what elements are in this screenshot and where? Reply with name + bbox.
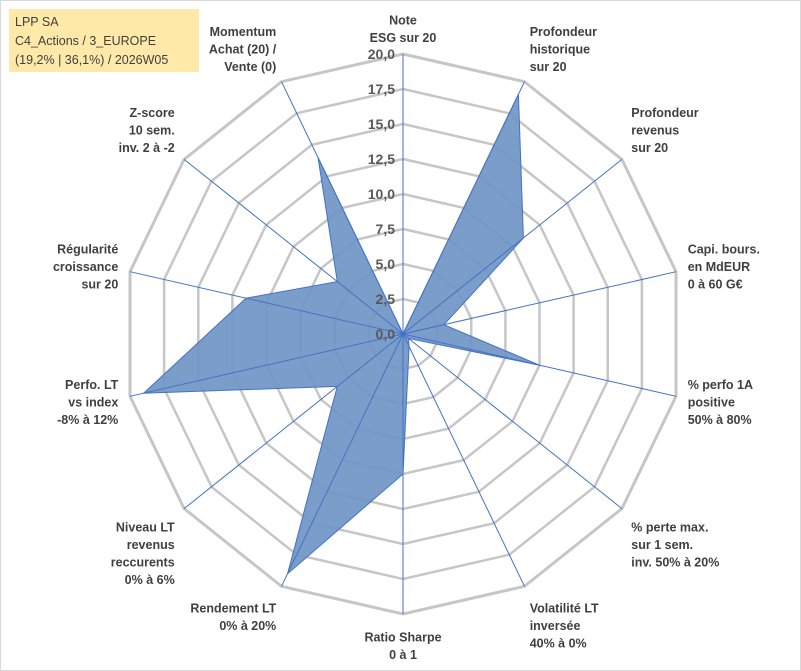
axis-label-line: Régularité — [57, 243, 118, 257]
axis-spoke — [402, 333, 677, 397]
axis-label-line: inv. 2 à -2 — [119, 141, 175, 155]
axis-label-line: reccurents — [111, 556, 175, 570]
axis-label-line: 0 à 60 G€ — [688, 278, 743, 292]
axis-spoke — [402, 333, 623, 509]
axis-label-3: Capi. bours. en MdEUR 0 à 60 G€ — [688, 243, 760, 292]
axis-label-line: Profondeur — [530, 25, 597, 39]
tick-label: 17,5 — [368, 81, 395, 97]
axis-label-10: Perfo. LT vs index -8% à 12% — [57, 378, 119, 427]
axis-label-line: 40% à 0% — [530, 637, 587, 651]
axis-label-line: revenus — [631, 123, 679, 137]
axis-spoke — [402, 159, 623, 335]
spoke-layer — [129, 54, 677, 614]
axis-label-5: % perte max. sur 1 sem. inv. 50% à 20% — [631, 521, 719, 570]
axis-label-4: % perfo 1A positive 50% à 80% — [688, 378, 753, 427]
axis-label-line: 50% à 80% — [688, 413, 752, 427]
axis-label-line: 0% à 6% — [125, 573, 175, 587]
axis-spoke — [402, 271, 677, 335]
title-stats: (19,2% | 36,1%) / 2026W05 — [15, 53, 169, 67]
axis-label-0: Note ESG sur 20 — [370, 14, 437, 46]
axis-spoke — [129, 271, 404, 335]
axis-label-line: sur 1 sem. — [631, 538, 693, 552]
tick-label: 10,0 — [368, 186, 395, 202]
axis-label-line: Capi. bours. — [688, 243, 760, 257]
axis-label-line: Ratio Sharpe — [364, 631, 441, 645]
tick-layer: 0,0 2,5 5,0 7,5 10,0 12,5 15,0 17,5 20,0 — [368, 46, 395, 342]
axis-spoke — [281, 333, 404, 587]
title-category: C4_Actions / 3_EUROPE — [15, 34, 157, 48]
axis-label-line: Z-score — [130, 106, 175, 120]
axis-label-11: Régularité croissance sur 20 — [53, 243, 118, 292]
axis-label-7: Ratio Sharpe 0 à 1 — [364, 631, 441, 663]
axis-label-line: Vente (0) — [224, 60, 276, 74]
tick-label: 2,5 — [376, 291, 396, 307]
series-layer — [142, 94, 540, 576]
tick-label: 12,5 — [368, 151, 395, 167]
axis-label-line: Note — [389, 14, 417, 28]
axis-label-line: croissance — [53, 260, 118, 274]
axis-label-line: sur 20 — [81, 278, 118, 292]
axis-label-line: Profondeur — [631, 106, 698, 120]
tick-label: 0,0 — [376, 326, 396, 342]
axis-label-line: Achat (20) / — [209, 42, 277, 56]
axis-spoke — [281, 81, 404, 335]
tick-label: 7,5 — [376, 221, 396, 237]
axis-label-line: 0% à 20% — [219, 619, 276, 633]
axis-spoke — [183, 159, 404, 335]
axis-label-line: sur 20 — [530, 60, 567, 74]
axis-label-line: vs index — [68, 395, 118, 409]
axis-label-line: Volatilité LT — [530, 602, 599, 616]
axis-label-1: Profondeur historique sur 20 — [530, 25, 597, 74]
axis-label-line: en MdEUR — [688, 260, 751, 274]
label-layer: Note ESG sur 20 Profondeur historique sur 20… — [53, 14, 760, 663]
axis-label-line: -8% à 12% — [57, 413, 118, 427]
axis-spoke — [402, 333, 525, 587]
series-area — [142, 94, 540, 576]
axis-label-line: ESG sur 20 — [370, 31, 437, 45]
axis-spoke — [183, 333, 404, 509]
axis-label-line: inv. 50% à 20% — [631, 556, 719, 570]
axis-label-line: 10 sem. — [129, 123, 175, 137]
axis-label-line: inversée — [530, 619, 581, 633]
axis-label-line: Niveau LT — [116, 521, 175, 535]
axis-label-line: % perfo 1A — [688, 378, 753, 392]
axis-label-line: historique — [530, 42, 590, 56]
axis-spoke — [402, 81, 525, 335]
axis-label-line: positive — [688, 395, 735, 409]
axis-label-6: Volatilité LT inversée 40% à 0% — [530, 602, 599, 651]
axis-label-line: Perfo. LT — [65, 378, 119, 392]
axis-label-line: 0 à 1 — [389, 648, 417, 662]
axis-spoke — [129, 333, 404, 397]
tick-label: 5,0 — [376, 256, 396, 272]
axis-label-12: Z-score 10 sem. inv. 2 à -2 — [119, 106, 175, 155]
axis-label-line: sur 20 — [631, 141, 668, 155]
axis-label-8: Rendement LT 0% à 20% — [190, 602, 276, 634]
tick-label: 15,0 — [368, 116, 395, 132]
chart-title-box: LPP SA C4_Actions / 3_EUROPE (19,2% | 36… — [9, 9, 199, 72]
title-company: LPP SA — [15, 15, 59, 29]
axis-label-2: Profondeur revenus sur 20 — [631, 106, 698, 155]
axis-label-13: Momentum Achat (20) / Vente (0) — [209, 25, 277, 74]
axis-label-9: Niveau LT revenus reccurents 0% à 6% — [111, 521, 175, 588]
axis-label-line: Momentum — [210, 25, 277, 39]
axis-label-line: Rendement LT — [190, 602, 276, 616]
axis-label-line: revenus — [127, 538, 175, 552]
axis-label-line: % perte max. — [631, 521, 708, 535]
tick-label: 20,0 — [368, 46, 395, 62]
